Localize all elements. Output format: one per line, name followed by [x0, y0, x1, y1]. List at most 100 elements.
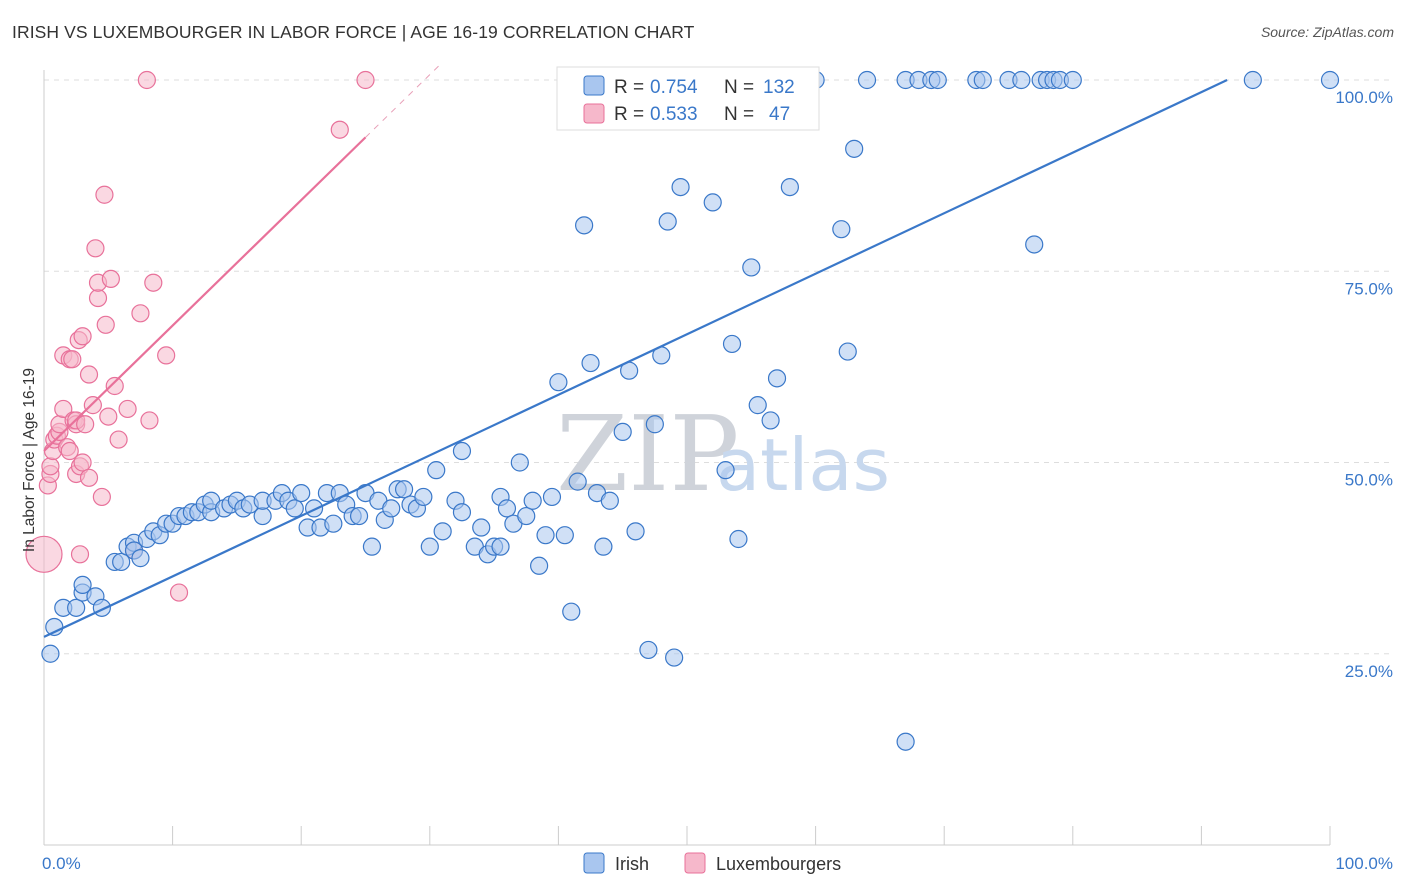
- irish-point: [1025, 235, 1044, 254]
- irish-point: [600, 491, 619, 510]
- stats-irish-r-value: 0.754: [650, 77, 698, 98]
- legend-irish-swatch: [583, 852, 605, 874]
- lux-point: [144, 273, 163, 292]
- irish-point: [928, 70, 947, 90]
- stats-lux-r-value: 0.533: [650, 104, 698, 125]
- irish-point: [542, 487, 562, 507]
- lux-point: [92, 487, 111, 507]
- lux-point: [79, 468, 99, 487]
- lux-point: [86, 239, 105, 258]
- irish-point: [41, 644, 60, 663]
- watermark-atlas: atlas: [716, 423, 890, 507]
- lux-point: [70, 545, 90, 564]
- irish-point: [626, 522, 645, 541]
- irish-point: [285, 499, 304, 518]
- irish-point: [491, 537, 510, 556]
- irish-point: [671, 178, 690, 197]
- irish-point: [761, 411, 780, 430]
- lux-point: [79, 365, 99, 384]
- irish-point: [349, 506, 369, 526]
- irish-point: [452, 503, 472, 522]
- irish-point: [973, 70, 992, 90]
- y-tick-label-50: 50.0%: [1345, 471, 1393, 490]
- irish-point: [1243, 70, 1262, 90]
- irish-point: [414, 487, 433, 507]
- lux-point: [356, 70, 375, 90]
- irish-point: [767, 369, 787, 388]
- lux-point: [137, 70, 156, 90]
- stats-lux-n-label: N =: [724, 104, 754, 125]
- irish-point: [472, 518, 491, 537]
- lux-point: [41, 457, 60, 476]
- irish-point: [780, 178, 799, 197]
- chart-title: IRISH VS LUXEMBOURGER IN LABOR FORCE | A…: [12, 22, 695, 42]
- lux-point: [169, 583, 189, 602]
- irish-point: [536, 526, 555, 545]
- irish-point: [716, 461, 735, 480]
- y-tick-label-100: 100.0%: [1335, 88, 1393, 107]
- irish-point: [857, 70, 877, 90]
- irish-point: [394, 480, 414, 499]
- legend-irish-label: Irish: [615, 854, 649, 874]
- irish-point: [510, 453, 529, 472]
- irish-point: [1012, 70, 1031, 90]
- irish-trend-line: [43, 79, 1228, 638]
- irish-point: [1320, 70, 1340, 90]
- irish-point: [324, 514, 343, 533]
- irish-point: [722, 334, 742, 354]
- stats-irish-n-value: 132: [763, 77, 795, 98]
- x-tick-label-100: 100.0%: [1335, 854, 1393, 873]
- lux-point: [95, 185, 114, 204]
- irish-point: [896, 732, 915, 751]
- irish-point: [568, 472, 587, 491]
- x-tick-label-0: 0.0%: [42, 854, 81, 873]
- lux-point: [54, 399, 73, 419]
- lux-point: [330, 120, 349, 139]
- legend-lux-swatch: [684, 852, 706, 874]
- irish-point: [562, 602, 581, 621]
- irish-point: [1063, 70, 1082, 90]
- irish-point: [703, 193, 722, 212]
- irish-point: [112, 552, 131, 572]
- source-credit: Source: ZipAtlas.com: [1260, 24, 1394, 40]
- irish-point: [382, 499, 401, 518]
- tick-labels: 25.0% 50.0% 75.0% 100.0% 0.0% 100.0%: [42, 88, 1393, 873]
- stats-box: R = 0.754 N = 132 R = 0.533 N = 47: [556, 66, 820, 131]
- irish-point: [452, 441, 472, 461]
- trend-lines: [43, 64, 1228, 638]
- lux-trend-extension: [365, 64, 441, 138]
- stats-lux-n-value: 47: [769, 104, 790, 125]
- irish-point: [581, 353, 600, 373]
- irish-point: [729, 529, 748, 549]
- lux-point: [140, 411, 159, 430]
- y-tick-label-25: 25.0%: [1345, 662, 1393, 681]
- lux-point: [88, 288, 108, 308]
- irish-point: [67, 598, 86, 617]
- irish-point: [645, 415, 664, 434]
- legend: Irish Luxembourgers: [583, 852, 841, 874]
- irish-point: [575, 216, 594, 235]
- irish-point: [838, 342, 857, 361]
- irish-point: [517, 506, 536, 526]
- irish-point: [73, 575, 92, 595]
- irish-point: [549, 373, 568, 392]
- irish-point: [530, 556, 549, 575]
- irish-point: [832, 220, 851, 239]
- lux-point: [105, 376, 124, 396]
- irish-point: [742, 258, 761, 277]
- irish-points: [41, 70, 1340, 751]
- irish-point: [845, 139, 864, 158]
- y-tick-label-75: 75.0%: [1345, 279, 1393, 298]
- irish-point: [658, 212, 677, 231]
- irish-point: [555, 526, 574, 545]
- lux-point: [60, 441, 79, 461]
- axes: [43, 70, 1331, 846]
- irish-point: [292, 484, 311, 503]
- irish-point: [523, 491, 542, 510]
- irish-point: [427, 461, 446, 480]
- lux-point: [83, 396, 102, 415]
- irish-point: [594, 537, 613, 556]
- gridlines: [44, 79, 1390, 655]
- lux-point: [99, 407, 118, 426]
